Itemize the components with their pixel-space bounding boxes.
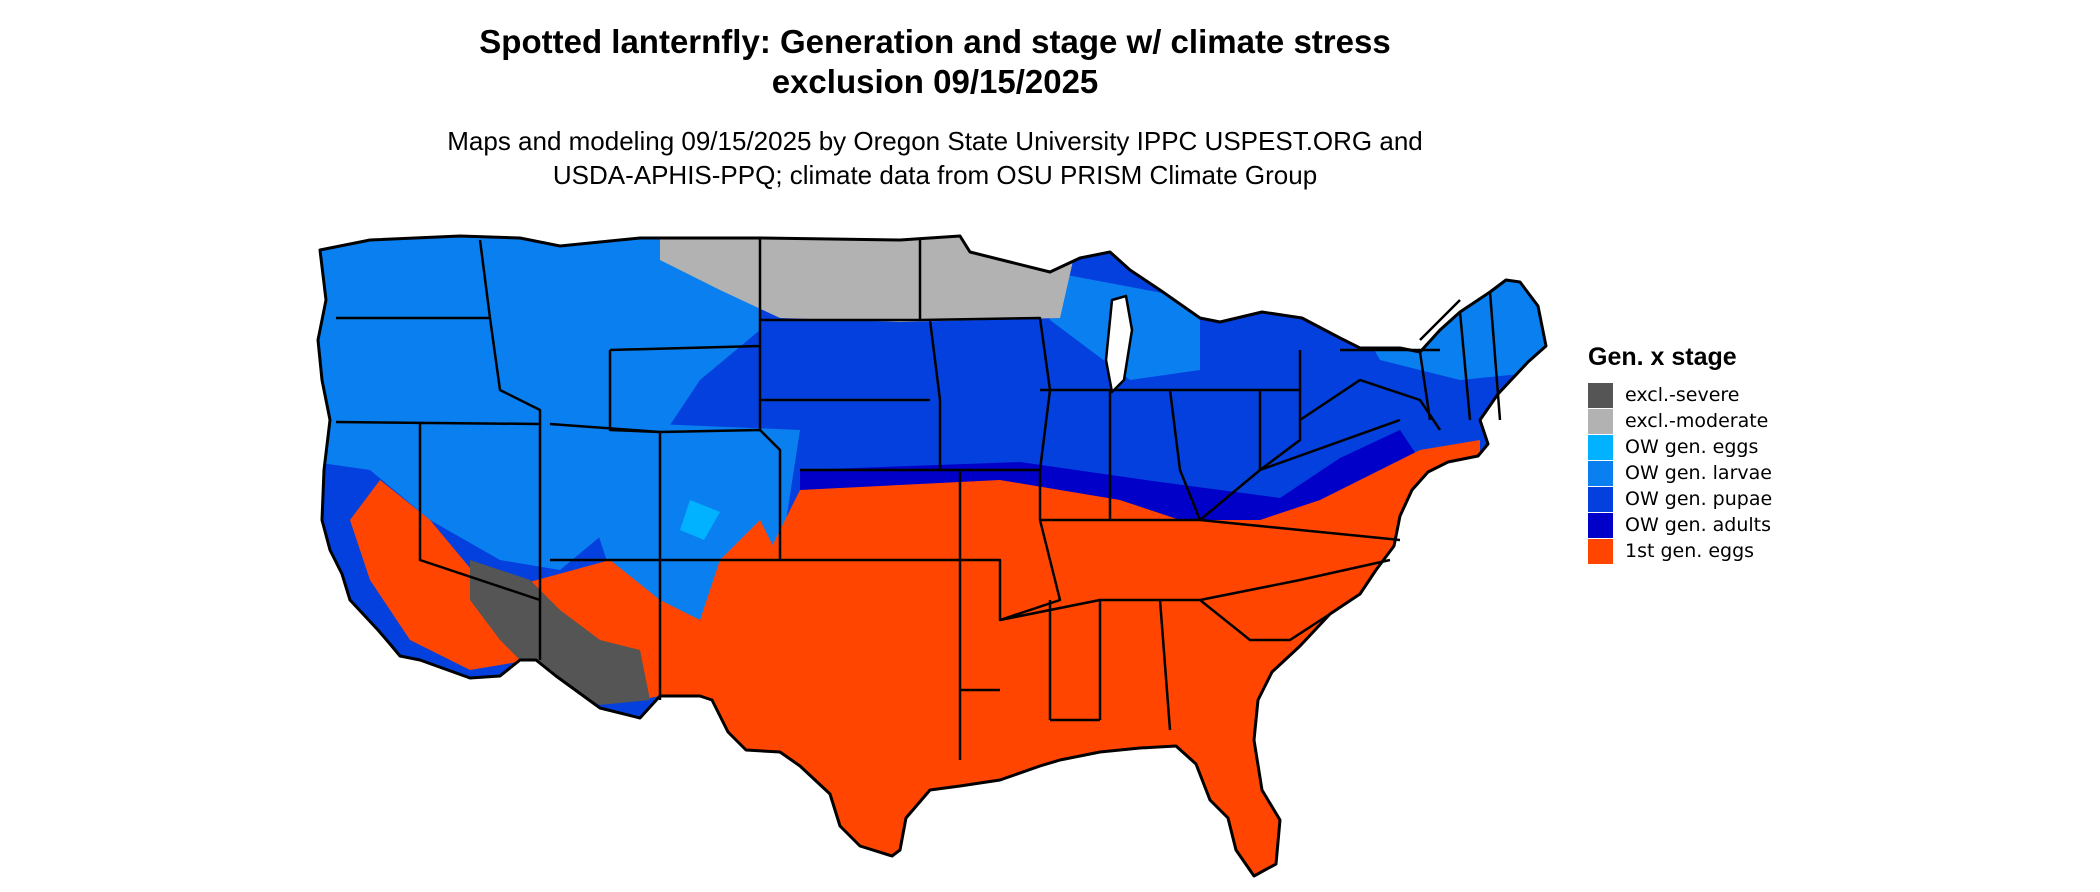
legend-item: OW gen. adults	[1588, 512, 1772, 538]
region-ow-eggs-patch	[680, 500, 720, 540]
legend-label: 1st gen. eggs	[1625, 540, 1755, 562]
legend-item: excl.-severe	[1588, 382, 1772, 408]
legend-swatch	[1588, 382, 1613, 408]
state-borders	[316, 234, 1548, 878]
map-fill	[318, 236, 1546, 876]
legend-swatch	[1588, 408, 1613, 434]
legend-swatch	[1588, 512, 1613, 538]
legend-swatch	[1588, 486, 1613, 512]
map-title: Spotted lanternfly: Generation and stage…	[0, 22, 1870, 102]
legend-item: OW gen. pupae	[1588, 486, 1772, 512]
region-ow-larvae-west	[318, 236, 760, 570]
map-legend: Gen. x stage excl.-severe excl.-moderate O…	[1588, 343, 1772, 564]
legend-title: Gen. x stage	[1588, 343, 1737, 371]
legend-label: excl.-moderate	[1625, 410, 1769, 432]
subtitle-line-2: USDA-APHIS-PPQ; climate data from OSU PR…	[552, 160, 1318, 190]
legend-swatch	[1588, 460, 1613, 486]
region-excl-severe-desert	[470, 560, 650, 705]
lake-michigan-outline	[1104, 294, 1134, 394]
border-lines	[335, 238, 1502, 760]
map-subtitle: Maps and modeling 09/15/2025 by Oregon S…	[0, 124, 1870, 192]
us-outline	[316, 234, 1548, 878]
title-line-2: exclusion 09/15/2025	[771, 63, 1099, 100]
legend-item: OW gen. larvae	[1588, 460, 1772, 486]
title-line-1: Spotted lanternfly: Generation and stage…	[479, 23, 1391, 60]
legend-label: OW gen. adults	[1625, 514, 1772, 536]
legend-swatch	[1588, 538, 1613, 564]
legend-swatch	[1588, 434, 1613, 460]
legend-item: 1st gen. eggs	[1588, 538, 1772, 564]
legend-label: OW gen. eggs	[1625, 436, 1759, 458]
region-first-gen-eggs-california	[350, 480, 530, 670]
legend-label: excl.-severe	[1625, 384, 1740, 406]
legend-items: excl.-severe excl.-moderate OW gen. eggs OW…	[1588, 382, 1772, 564]
legend-label: OW gen. larvae	[1625, 462, 1772, 484]
legend-label: OW gen. pupae	[1625, 488, 1773, 510]
legend-item: OW gen. eggs	[1588, 434, 1772, 460]
legend-item: excl.-moderate	[1588, 408, 1772, 434]
subtitle-line-1: Maps and modeling 09/15/2025 by Oregon S…	[447, 126, 1423, 156]
